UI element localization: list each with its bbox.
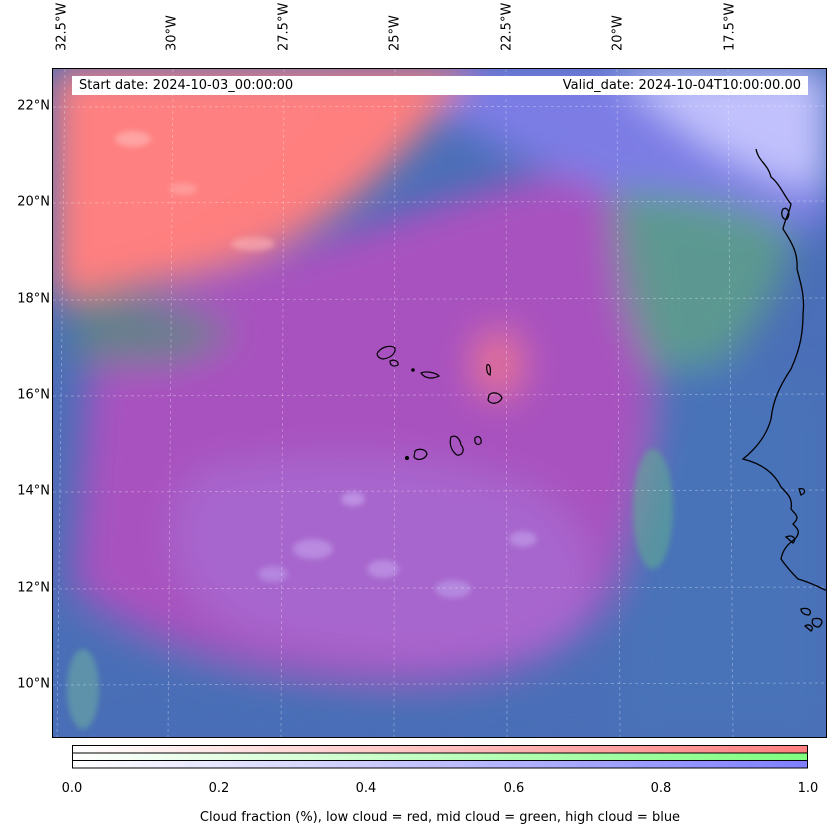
lat-label: 10°N bbox=[17, 676, 50, 692]
lon-label: 30°W bbox=[164, 15, 180, 51]
colorbar-label: Cloud fraction (%), low cloud = red, mid… bbox=[199, 810, 681, 825]
lat-label: 20°N bbox=[17, 194, 50, 210]
cloud-fraction-map bbox=[53, 69, 826, 737]
colorbar-tick: 1.0 bbox=[797, 781, 819, 796]
lon-label: 20°W bbox=[610, 15, 626, 51]
colorbar-tick: 0.0 bbox=[61, 781, 83, 796]
lon-label: 32.5°W bbox=[54, 2, 70, 51]
colorbar-tick: 0.2 bbox=[208, 781, 230, 796]
lat-label: 14°N bbox=[17, 483, 50, 499]
cape-verde-islands bbox=[376, 345, 503, 461]
colorbar bbox=[72, 745, 808, 769]
lon-label: 17.5°W bbox=[722, 2, 738, 51]
date-header: Start date: 2024-10-03_00:00:00 Valid_da… bbox=[72, 76, 808, 95]
map-panel bbox=[52, 68, 827, 738]
lat-label: 22°N bbox=[17, 98, 50, 114]
colorbar-high-cloud bbox=[72, 760, 808, 769]
lon-label: 22.5°W bbox=[499, 2, 515, 51]
lon-label: 27.5°W bbox=[276, 2, 292, 51]
cloud-field bbox=[53, 69, 826, 737]
african-coastline bbox=[741, 148, 826, 632]
colorbar-tick: 0.6 bbox=[503, 781, 525, 796]
valid-date: Valid_date: 2024-10-04T10:00:00.00 bbox=[562, 78, 801, 93]
colorbar-tick: 0.8 bbox=[650, 781, 672, 796]
cloud-texture bbox=[67, 131, 673, 729]
lon-label: 25°W bbox=[387, 15, 403, 51]
lat-label: 18°N bbox=[17, 291, 50, 307]
lat-label: 12°N bbox=[17, 580, 50, 596]
start-date: Start date: 2024-10-03_00:00:00 bbox=[79, 78, 294, 93]
graticule bbox=[53, 69, 826, 737]
lat-label: 16°N bbox=[17, 387, 50, 403]
colorbar-low-cloud bbox=[72, 745, 808, 754]
colorbar-mid-cloud bbox=[72, 752, 808, 761]
colorbar-tick: 0.4 bbox=[355, 781, 377, 796]
